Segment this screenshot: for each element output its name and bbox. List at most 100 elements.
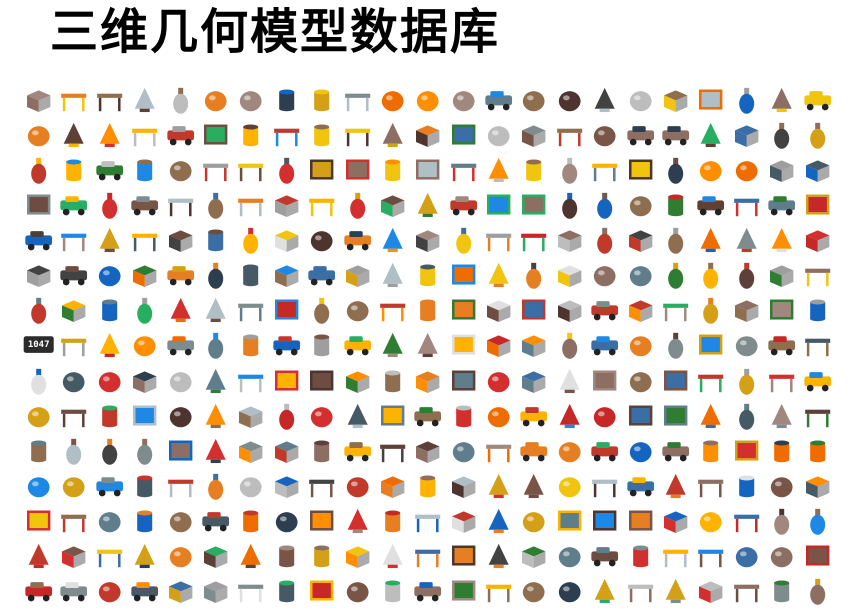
table-icon: [809, 122, 825, 149]
model-thumbnail: [341, 188, 374, 221]
vase-icon: [774, 440, 790, 462]
model-thumbnail: [234, 364, 267, 397]
stool-icon: [96, 549, 122, 568]
door-icon: [385, 580, 401, 603]
model-thumbnail: [624, 293, 657, 326]
model-thumbnail: [93, 364, 126, 397]
model-thumbnail: [270, 364, 303, 397]
model-thumbnail: [376, 574, 409, 607]
vase-icon: [774, 580, 790, 603]
cup-icon: [345, 370, 369, 393]
vase-icon: [771, 547, 793, 568]
model-thumbnail: [801, 434, 834, 467]
car-icon: [417, 333, 439, 358]
model-thumbnail: [765, 328, 798, 361]
model-thumbnail: [482, 434, 515, 467]
bottle-icon: [597, 228, 613, 254]
model-thumbnail: [22, 469, 55, 502]
cup-icon: [349, 193, 365, 219]
model-thumbnail: [128, 223, 161, 256]
sign-icon: [133, 370, 157, 393]
model-thumbnail: [128, 328, 161, 361]
vase-icon: [774, 508, 790, 535]
model-thumbnail: [234, 399, 267, 432]
model-thumbnail: [730, 258, 763, 291]
model-thumbnail: [553, 539, 586, 572]
model-thumbnail: [659, 188, 692, 221]
cup-icon: [345, 265, 369, 288]
box-icon: [738, 263, 755, 290]
model-thumbnail: [164, 258, 197, 291]
model-thumbnail: [93, 293, 126, 326]
model-thumbnail: [482, 83, 515, 116]
model-thumbnail: [341, 364, 374, 397]
model-thumbnail: [57, 258, 90, 291]
model-thumbnail: [694, 258, 727, 291]
model-thumbnail: [128, 83, 161, 116]
car-icon: [416, 441, 440, 463]
model-thumbnail: [694, 153, 727, 186]
bucket-icon: [243, 124, 259, 147]
model-thumbnail: [765, 504, 798, 537]
model-thumbnail: [447, 399, 480, 432]
model-thumbnail: [482, 118, 515, 151]
model-thumbnail: [270, 188, 303, 221]
sign-icon: [134, 336, 156, 357]
bus-icon: [25, 582, 53, 602]
model-thumbnail: [199, 434, 232, 467]
teacup-icon: [562, 157, 578, 184]
frame-icon: [522, 335, 546, 358]
model-thumbnail: [128, 153, 161, 186]
model-thumbnail: [659, 504, 692, 537]
model-thumbnail: [624, 434, 657, 467]
model-thumbnail: [624, 83, 657, 116]
door-icon: [385, 370, 401, 392]
model-thumbnail: [624, 539, 657, 572]
model-thumbnail: [164, 328, 197, 361]
tree-icon: [60, 266, 88, 286]
model-thumbnail: [447, 188, 480, 221]
model-thumbnail: [659, 258, 692, 291]
chair-icon: [698, 479, 724, 497]
model-thumbnail: [376, 469, 409, 502]
model-thumbnail: [517, 434, 550, 467]
vase-icon: [769, 374, 795, 392]
hanger-icon: [274, 230, 299, 253]
model-thumbnail: [588, 258, 621, 291]
mug-icon: [485, 91, 513, 111]
model-thumbnail: [517, 574, 550, 607]
model-thumbnail: [588, 399, 621, 432]
model-gallery: 1047: [22, 83, 834, 607]
model-thumbnail: [270, 399, 303, 432]
model-thumbnail: [694, 434, 727, 467]
chair-icon: [698, 374, 724, 392]
vase-icon: [770, 160, 794, 183]
door-icon: [382, 228, 403, 253]
model-thumbnail: [305, 223, 338, 256]
bucket-icon: [243, 510, 259, 533]
truck-icon: [169, 371, 192, 392]
lamp-icon: [203, 546, 228, 568]
model-thumbnail: [164, 364, 197, 397]
swan-icon: [310, 580, 334, 601]
tape-icon: [451, 334, 476, 356]
stool-icon: [101, 299, 117, 322]
model-thumbnail: [765, 118, 798, 151]
person-icon: [668, 228, 684, 254]
table-icon: [809, 508, 825, 535]
tree-icon: [61, 514, 87, 533]
model-thumbnail: [341, 223, 374, 256]
box-icon: [734, 300, 759, 323]
stool-icon: [98, 511, 121, 533]
truck-icon: [172, 87, 188, 114]
tree-icon: [61, 409, 87, 427]
model-thumbnail: [659, 399, 692, 432]
model-thumbnail: [730, 434, 763, 467]
model-thumbnail: [234, 434, 267, 467]
model-thumbnail: [517, 118, 550, 151]
model-thumbnail: [730, 118, 763, 151]
model-thumbnail: [730, 539, 763, 572]
model-thumbnail: [517, 539, 550, 572]
bucket-icon: [238, 163, 264, 182]
model-thumbnail: [553, 223, 586, 256]
